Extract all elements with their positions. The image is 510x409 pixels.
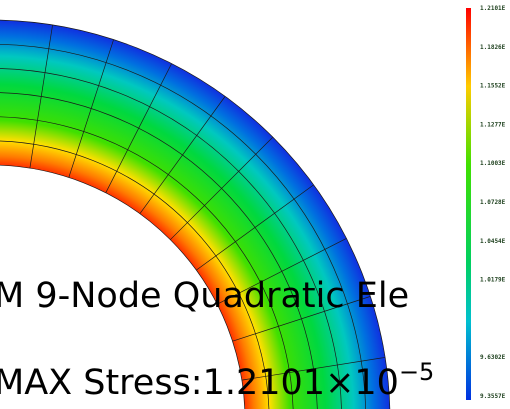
- colorbar-label: 1.0454E: [480, 238, 506, 245]
- mesh-spoke: [105, 63, 172, 193]
- colorbar-label: 1.1552E: [480, 83, 506, 90]
- mesh-spoke: [170, 136, 274, 240]
- colorbar: [466, 8, 471, 400]
- mesh-spoke: [241, 357, 386, 381]
- colorbar-labels: 1.2101E 1.1826E 1.1552E 1.1277E 1.1003E 1.072…: [480, 5, 506, 400]
- colorbar-label: 9.6302E: [480, 354, 506, 361]
- mesh: [0, 19, 391, 409]
- colorbar-label: 1.1826E: [480, 44, 506, 51]
- mesh-spoke: [196, 184, 314, 271]
- mesh-spoke: [29, 24, 53, 169]
- element-type: M 9-Node Quadratic Ele: [0, 276, 409, 316]
- colorbar-label: 1.0728E: [480, 199, 506, 206]
- mesh-spoke: [217, 238, 347, 305]
- mesh-spoke: [68, 39, 114, 178]
- mesh-arc: [0, 164, 246, 409]
- colorbar-label: 1.0179E: [480, 277, 506, 284]
- max-stress: MAX Stress:1.2101×10−5: [0, 358, 434, 403]
- colorbar-label: 1.2101E: [480, 5, 506, 12]
- colorbar-label: 1.1277E: [480, 121, 506, 128]
- max-stress-text: MAX Stress:1.2101×10: [0, 363, 399, 403]
- mesh-spoke: [139, 96, 226, 214]
- colorbar-label: 9.3557E: [480, 393, 506, 400]
- mesh-spoke: [232, 296, 371, 342]
- annulus: [0, 20, 390, 409]
- colorbar-label: 1.1003E: [480, 160, 506, 167]
- exponent: −5: [399, 358, 434, 386]
